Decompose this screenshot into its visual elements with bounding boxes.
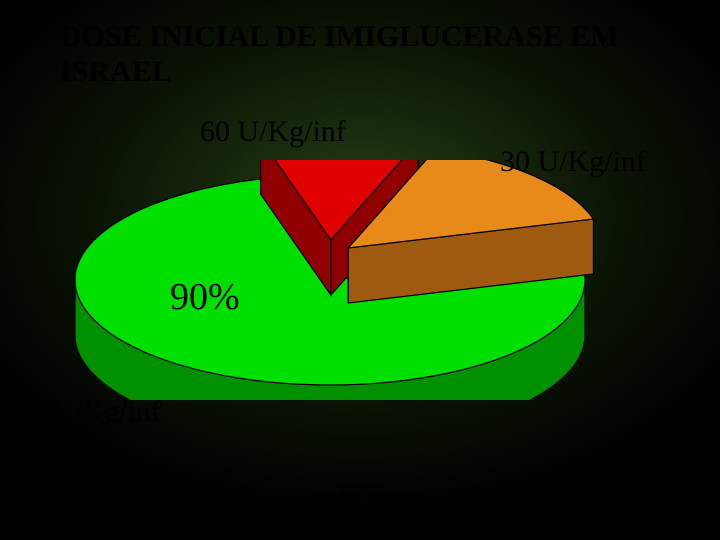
attribution: Dados fornecidos pelo Prof. Ari Zimran, … [315, 487, 695, 508]
slide-title: DOSE INICIAL DE IMIGLUCERASE EM ISRAEL [60, 20, 660, 89]
label-15: 15 U/Kg/inf [15, 395, 161, 429]
slide: DOSE INICIAL DE IMIGLUCERASE EM ISRAEL 6… [0, 0, 720, 540]
pie-chart [60, 160, 600, 400]
center-percent: 90% [170, 275, 240, 319]
label-30: 30 U/Kg/inf [500, 145, 646, 179]
label-60: 60 U/Kg/inf [200, 115, 346, 149]
